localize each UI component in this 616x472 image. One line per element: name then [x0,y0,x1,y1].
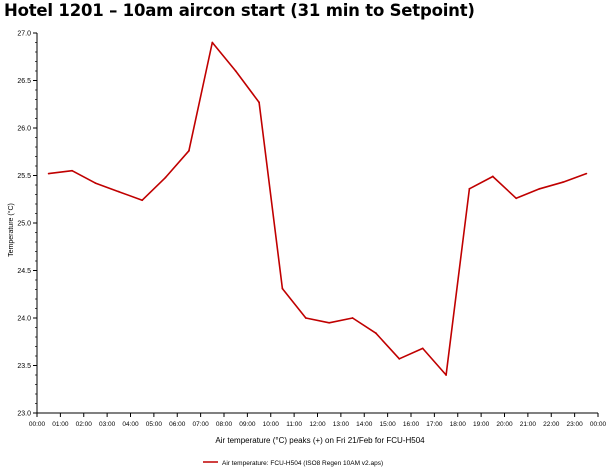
x-tick-label: 05:00 [146,421,163,428]
y-tick-label: 24.5 [17,268,31,275]
data-point [47,172,50,175]
data-point [281,287,284,290]
x-tick-label: 17:00 [426,421,443,428]
x-tick-label: 04:00 [122,421,139,428]
x-tick-label: 02:00 [76,421,93,428]
y-tick-label: 26.5 [17,78,31,85]
x-axis-label: Air temperature (°C) peaks (+) on Fri 21… [215,436,425,445]
data-point [468,187,471,190]
data-point [421,347,424,350]
x-tick-label: 14:00 [356,421,373,428]
data-point [234,70,237,72]
y-tick-label: 24.0 [17,316,31,323]
y-tick-label: 27.0 [17,31,31,38]
x-tick-label: 09:00 [239,421,256,428]
data-point [188,149,190,152]
legend-label: Air temperature: FCU-H504 (ISO8 Regen 10… [222,460,383,467]
x-tick-label: 12:00 [309,421,326,428]
data-point [304,317,307,319]
x-tick-label: 11:00 [286,421,302,428]
y-tick-label: 26.0 [17,126,31,133]
y-axis: 23.0 23.5 24.0 24.5 25.0 25.5 26.0 26.5 27.0 [17,31,37,418]
series-line [48,41,587,376]
x-tick-label: 06:00 [169,421,186,428]
chart-title: Hotel 1201 – 10am aircon start (31 min t… [4,1,475,20]
x-tick-label: 08:00 [216,421,233,428]
x-tick-label: 00:00 [590,421,607,428]
data-point [398,357,401,360]
y-tick-label: 23.0 [17,411,31,418]
data-point [585,172,588,175]
x-tick-label: 19:00 [473,421,490,428]
data-point [375,332,377,335]
x-tick-label: 23:00 [566,421,583,428]
y-tick-label: 25.5 [17,173,31,180]
x-tick-label: 03:00 [99,421,116,428]
data-point [515,197,518,200]
x-tick-label: 22:00 [543,421,560,428]
data-point [538,187,541,190]
x-tick-label: 18:00 [450,421,467,428]
data-point [491,175,494,178]
data-point [164,176,167,179]
data-point [71,169,73,172]
data-point [562,181,564,184]
x-tick-label: 10:00 [263,421,280,428]
y-axis-label: Temperature (°C) [7,203,15,257]
legend: Air temperature: FCU-H504 (ISO8 Regen 10… [203,460,383,467]
x-tick-label: 21:00 [520,421,537,428]
data-point [211,41,214,44]
y-tick-label: 23.5 [17,363,31,370]
y-tick-label: 25.0 [17,221,31,228]
x-tick-label: 15:00 [379,421,396,428]
x-tick-label: 13:00 [333,421,350,428]
x-tick-label: 01:00 [52,421,69,428]
x-tick-label: 07:00 [192,421,209,428]
x-tick-label: 00:00 [29,421,46,428]
x-tick-label: 16:00 [403,421,420,428]
data-point [351,317,354,319]
plot-frame [36,33,598,414]
x-tick-label: 20:00 [496,421,513,428]
data-point [328,321,331,324]
data-point [117,190,120,193]
data-point [258,101,260,104]
series-layer [47,41,588,376]
data-point [94,182,97,185]
data-point [141,199,144,202]
data-point [445,374,447,376]
x-axis: 00:00 01:00 02:00 03:00 04:00 05:00 06:00 07:00… [29,413,607,428]
